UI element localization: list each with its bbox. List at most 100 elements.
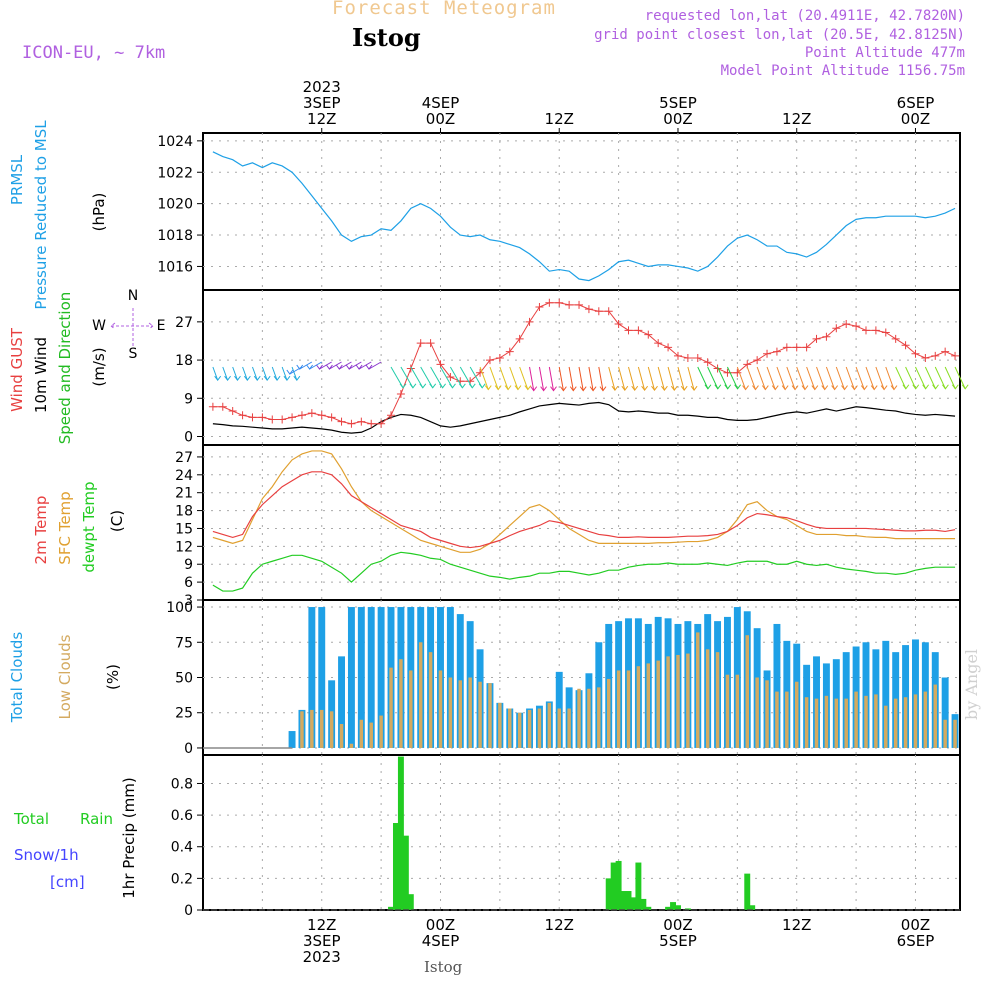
wind-direction-arrowhead (621, 385, 629, 392)
wind-direction-arrowhead (484, 385, 492, 391)
wind-direction-arrowhead (316, 364, 323, 370)
wind-direction-arrowhead (253, 375, 261, 381)
low-clouds-bar (597, 687, 601, 748)
wind-direction-arrowhead (243, 375, 251, 381)
wind-gust-marker (377, 419, 386, 428)
wind-direction-arrowhead (961, 384, 969, 390)
wind-direction-arrowhead (890, 385, 898, 391)
low-clouds-bar (616, 670, 621, 748)
wind-direction-arrowhead (439, 383, 446, 389)
rain-label: Rain (80, 810, 113, 828)
rain-bar (675, 905, 681, 910)
top-time-label: 12Z (307, 110, 336, 128)
dewpt-line (212, 551, 956, 592)
y-tick-label: 0.4 (171, 840, 193, 856)
wind-direction-arrowhead (449, 383, 456, 389)
low-clouds-bar (478, 681, 482, 748)
wind-direction-arrowhead (504, 385, 512, 391)
wind-direction-arrow (489, 366, 499, 390)
top-time-label: 3SEP (303, 94, 341, 112)
wind-direction-arrowhead (345, 364, 353, 370)
low-clouds-bar (359, 719, 364, 748)
low-clouds-bar (567, 708, 571, 748)
bottom-time-label: 00Z (901, 916, 930, 934)
wind-gust-marker (288, 413, 297, 422)
wind-direction-arrow (746, 366, 756, 390)
wind-gust-marker (921, 353, 930, 362)
rain-bar (630, 897, 637, 910)
wind-speed-line (212, 401, 956, 434)
wind-direction-arrowhead (569, 386, 577, 392)
y-tick-label: 9 (184, 557, 193, 573)
compass-north: N (128, 288, 138, 304)
y-tick-label: 1020 (157, 197, 193, 213)
wind-direction-arrowhead (860, 385, 868, 391)
panel-frame (202, 444, 961, 601)
wind-direction-arrowhead (429, 383, 437, 389)
wind-direction-arrowhead (742, 385, 749, 391)
t2m-line (212, 471, 956, 549)
wind-direction-arrow (588, 366, 594, 391)
wind-gust-marker (525, 317, 534, 326)
low-clouds-bar (864, 695, 868, 748)
low-clouds-bar (339, 724, 344, 748)
rain-bar (620, 891, 627, 910)
wind-gust-marker (832, 324, 841, 333)
compass-rose (110, 308, 154, 346)
wind-direction-arrow (776, 366, 786, 390)
wind-gust-marker (476, 368, 485, 377)
wind-direction-arrow (319, 361, 332, 370)
wind-direction-arrow (558, 366, 564, 391)
low-clouds-bar (508, 708, 512, 748)
wind-direction-arrowhead (880, 385, 888, 391)
rain-bar (670, 902, 677, 910)
low-clouds-bar (785, 691, 789, 748)
wind-direction-arrow (796, 366, 806, 390)
bottom-time-label: 3SEP (303, 932, 341, 950)
wind-direction-arrow (865, 366, 875, 390)
wind-gust-marker (584, 305, 593, 314)
wind-direction-arrowhead (355, 364, 363, 370)
rain-bar (392, 823, 399, 910)
wind-gust-marker (604, 307, 613, 316)
wind-gust-marker (614, 319, 623, 328)
chart-title: Forecast Meteogram (332, 0, 556, 19)
wind-direction-arrow (954, 366, 966, 389)
low-clouds-bar (310, 709, 314, 748)
sfc-temp-line (212, 450, 956, 553)
y-tick-label: 1022 (157, 165, 193, 181)
wind-gust-marker (911, 349, 920, 358)
low-clouds-bar (834, 698, 839, 748)
low-clouds-bar (735, 674, 740, 748)
wind-direction-arrowhead (714, 384, 722, 390)
wind-gust-marker (406, 364, 415, 373)
prmsl-label: PRMSL (8, 154, 26, 205)
low-clouds-bar (379, 715, 383, 748)
top-time-label: 12Z (782, 110, 811, 128)
wind-gust-marker (357, 417, 366, 426)
wind-direction-arrow (786, 366, 796, 390)
wind-direction-arrowhead (468, 383, 476, 389)
wind-gust-marker (861, 326, 870, 335)
wind-direction-arrowhead (811, 385, 819, 391)
wind-direction-arrow (647, 366, 655, 391)
wind-gust-marker (931, 351, 940, 360)
t2m-label: 2m Temp (32, 496, 50, 565)
wind-direction-arrowhead (224, 375, 231, 381)
y-tick-label: 25 (175, 706, 193, 722)
rain-bar (645, 906, 652, 910)
y-tick-label: 15 (175, 521, 193, 537)
total-clouds-bar (347, 607, 355, 748)
wind-direction-arrowhead (821, 385, 829, 391)
wind-direction-arrow (608, 366, 616, 391)
pressure-unit-label: (hPa) (90, 193, 108, 232)
wind-gust-marker (238, 411, 247, 420)
wind-unit-label: (m/s) (90, 347, 108, 386)
wind-direction-arrowhead (273, 375, 281, 381)
wind-direction-arrow (835, 366, 845, 390)
wind-gust-marker (812, 334, 821, 343)
wind-direction-arrowhead (951, 384, 959, 390)
dewpt-label: dewpt Temp (80, 481, 98, 572)
wind-direction-arrowhead (306, 364, 314, 370)
low-clouds-bar (498, 702, 502, 748)
